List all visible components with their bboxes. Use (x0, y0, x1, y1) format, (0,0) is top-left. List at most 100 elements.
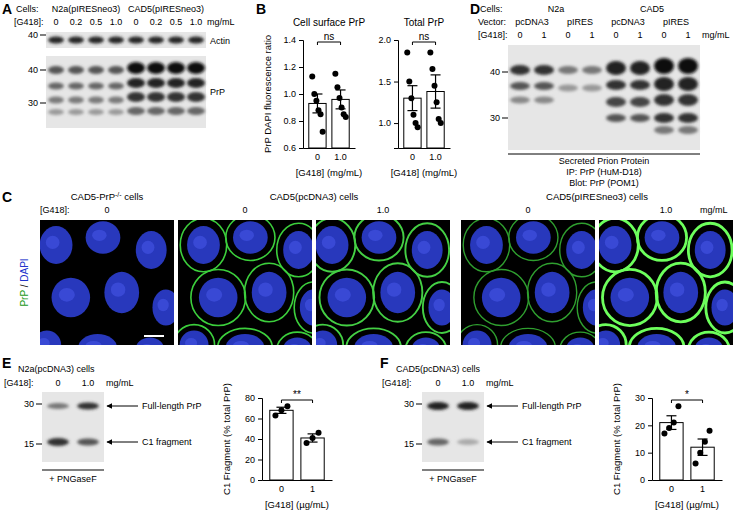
membrane (637, 220, 686, 260)
band (47, 403, 69, 409)
data-point (693, 461, 699, 467)
band (127, 62, 145, 74)
nucleus-texture (158, 299, 169, 312)
data-point (406, 79, 412, 85)
band (88, 97, 104, 104)
band (48, 37, 64, 44)
nucleus (180, 331, 209, 345)
label: mg/mL (207, 17, 235, 27)
band (147, 92, 165, 102)
label: pIRES (663, 17, 689, 27)
band (47, 438, 69, 446)
membrane (373, 263, 422, 322)
band (68, 66, 84, 74)
data-point (666, 425, 672, 431)
band (108, 83, 124, 90)
panel-label: A (2, 1, 12, 17)
data-point (310, 435, 316, 441)
band (108, 37, 124, 44)
label: mg/mL (700, 205, 728, 215)
tick: 1.5 (378, 77, 398, 87)
x-axis: 01.0 (399, 148, 451, 162)
mw-marker: 40 (28, 65, 38, 75)
band (654, 58, 674, 74)
error-cap (407, 110, 417, 111)
label: 0 (565, 30, 570, 40)
y-axis: 1.01.52.0 (378, 35, 398, 148)
treatment-rule (422, 470, 484, 471)
tick: 80 (245, 393, 262, 403)
label: + PNGaseF (49, 474, 97, 484)
band (187, 62, 205, 74)
label: 1.0 (377, 205, 390, 215)
tick-mark (299, 94, 303, 95)
data-point (661, 431, 667, 437)
nucleus (136, 231, 167, 269)
tick: 1.4 (283, 35, 303, 45)
marker-tick (36, 404, 42, 405)
tick-mark (299, 67, 303, 68)
significance-bracket (671, 400, 702, 403)
band (427, 439, 449, 446)
group-title: CAD5(pcDNA3) cells (270, 191, 359, 202)
data-point (408, 95, 414, 101)
data-point (343, 114, 349, 120)
panel-label: B (256, 1, 266, 17)
data-point (404, 49, 410, 55)
label: CAD5 (640, 4, 664, 14)
band (510, 65, 530, 75)
tick: 30 (635, 393, 652, 403)
band (88, 66, 104, 74)
label: Secreted Prion Protein (559, 156, 650, 166)
bar (660, 423, 683, 480)
membrane (577, 282, 595, 333)
axis-title: [G418] (µg/mL) (655, 499, 719, 510)
tick-label: 1.0 (378, 118, 391, 128)
bar (270, 410, 293, 480)
band (48, 66, 64, 74)
data-point (410, 112, 416, 118)
tick-mark (299, 40, 303, 41)
band (68, 97, 84, 104)
micrograph (178, 220, 312, 345)
panel-label: D (470, 1, 480, 17)
membrane (656, 263, 705, 322)
data-point (697, 450, 703, 456)
label: pcDNA3 (611, 17, 645, 27)
treatment-rule (42, 470, 104, 471)
nucleus-texture (92, 230, 106, 241)
band (167, 107, 185, 115)
band (147, 62, 165, 74)
band (654, 113, 674, 123)
tick-label: 1.4 (283, 35, 296, 45)
tick: 1 (310, 480, 315, 494)
tick-mark (258, 460, 262, 461)
axis-title: [G418] (mg/mL) (296, 167, 363, 178)
label: N2a(pIRESneo3) (52, 4, 121, 14)
tick: 1.2 (283, 62, 303, 72)
significance-label: ns (419, 31, 430, 42)
tick-label: 1.2 (283, 62, 296, 72)
bar-chart: 02040608001C1 Fragment (% total PrP)[G41… (221, 383, 333, 510)
significance-label: * (685, 389, 689, 400)
data-point (702, 439, 708, 445)
tick-label: 1.0 (429, 152, 442, 162)
label: 1 (685, 30, 690, 40)
data-point (434, 99, 440, 105)
tick-mark (299, 121, 303, 122)
nucleus (566, 337, 595, 345)
group-title: CAD5(pIRESneo3) cells (546, 191, 648, 202)
nucleus-texture (193, 236, 207, 249)
tick: 60 (245, 414, 262, 424)
band (127, 92, 145, 102)
nucleus (316, 226, 348, 264)
mw-marker: 30 (404, 399, 414, 409)
mw-marker: 30 (24, 399, 34, 409)
nucleus (316, 331, 337, 345)
axis-line (399, 148, 451, 149)
band (48, 109, 64, 115)
nucleus-texture (516, 341, 532, 345)
data-point (438, 120, 444, 126)
micrograph (599, 220, 733, 345)
caption-rule (508, 154, 700, 155)
